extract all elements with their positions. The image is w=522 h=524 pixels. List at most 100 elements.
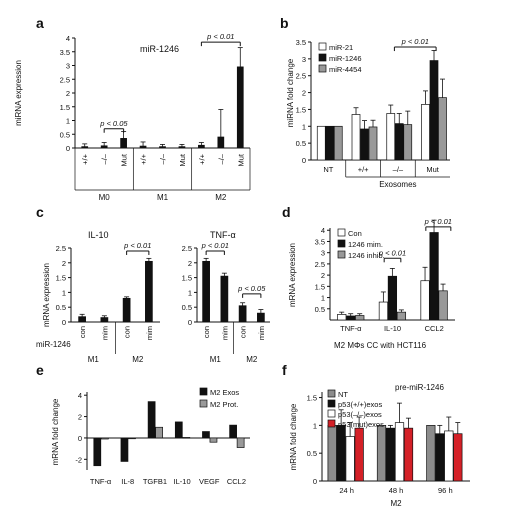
panel-a-title: miR-1246 (140, 44, 179, 54)
panel-f-bar-0 (426, 425, 436, 482)
panel-e-x-tick-label: IL-10 (174, 477, 191, 486)
panel-c-ylabel: mRNA expression (42, 263, 51, 327)
panel-c-il10-y-tick-label: 0.5 (56, 303, 66, 312)
panel-f-legend-2-label: p53(–/–)exos (338, 410, 382, 419)
panel-a-x-tick-label: Mut (236, 153, 245, 166)
panel-f-group-label: M2 (390, 499, 402, 508)
panel-c-il10-y-tick-label: 1 (62, 288, 66, 297)
panel-d-bar-0 (420, 280, 430, 321)
panel-f-x-tick-label: 24 h (339, 486, 354, 495)
panel-f-ylabel: mRNA fold change (289, 403, 298, 470)
panel-a-y-tick-label: 2.5 (60, 75, 70, 84)
panel-c-letter: c (36, 204, 44, 220)
panel-b-y-tick-label: 3.5 (296, 38, 306, 47)
panel-c-tnf-x-tick-label: con (202, 326, 211, 338)
panel-a-x-tick-label: –/– (159, 153, 168, 164)
panel-f-bar-2 (345, 436, 355, 482)
panel-c-il10-bar (78, 316, 86, 323)
panel-c-rowlabel: miR-1246 (36, 340, 71, 349)
panel-a-letter: a (36, 15, 44, 31)
panel-a-bar (159, 146, 166, 149)
panel-e-bar-1 (100, 437, 109, 440)
panel-a-x-tick-label: +/+ (139, 153, 148, 164)
panel-a-x-tick-label: –/– (100, 153, 109, 164)
panel-d-x-tick-label: IL-10 (384, 324, 401, 333)
panel-e-ylabel: mRNA fold change (51, 398, 60, 465)
panel-c-il10-bar (145, 260, 153, 323)
panel-d-y-tick-label: 1 (321, 294, 325, 303)
panel-f-y-tick-label: 1 (313, 421, 317, 430)
panel-b-legend-1-label: miR-1246 (329, 54, 362, 63)
panel-f-y-tick-label: 1.5 (307, 394, 317, 403)
panel-c-tnf-y-tick-label: 2 (188, 259, 192, 268)
panel-b-x-tick-label: Mut (426, 165, 439, 174)
panel-f-letter: f (282, 362, 287, 378)
panel-c-il10-x-tick-label: con (78, 326, 87, 338)
panel-c-tnf-x-tick-label: con (239, 326, 248, 338)
panel-e-x-tick-label: TGFB1 (143, 477, 167, 486)
panel-d-bar-2 (396, 311, 407, 321)
panel-e-bar-1 (182, 437, 191, 439)
panel-a-bar (139, 145, 147, 149)
panel-b-bar-0 (421, 104, 430, 161)
panel-d-bar-0 (378, 301, 389, 321)
panel-f-legend-0-label: NT (338, 390, 348, 399)
panel-a-x-tick-label: Mut (178, 153, 187, 166)
panel-d-y-tick-label: 2 (321, 271, 325, 280)
panel-b-x-tick-label: –/– (393, 165, 404, 174)
panel-f-bar-1 (385, 427, 396, 482)
panel-b-bar-1 (429, 60, 439, 161)
chart-layer: 0 0.5 1 1.5 2 2.5 3 3.5 4 +/+ –/– Mut +/+ –/– Mut +/+ –/… (56, 32, 470, 508)
panel-a-sig2-label: p < 0.01 (206, 32, 234, 41)
panel-b-y-tick-label: 3 (302, 55, 306, 64)
panel-f-legend-3-label: p53(mut)exos (338, 420, 384, 429)
panel-d-legend-1-label: 1246 mim. (348, 240, 383, 249)
panel-a-x-tick-label: Mut (120, 153, 129, 166)
panel-d-legend-2-label: 1246 inhib. (348, 251, 385, 260)
panel-d-y-tick-label: 0.5 (315, 305, 325, 314)
panel-e-bar-1 (236, 437, 245, 448)
panel-d-bar-1 (429, 232, 439, 321)
panel-a-y-tick-label: 0 (66, 144, 70, 153)
panel-a-bar (120, 138, 127, 149)
panel-b-bar-2 (368, 126, 378, 161)
panel-e-y-tick-label: 2 (78, 413, 82, 422)
panel-d-sig1-label: p < 0.01 (378, 248, 406, 257)
panel-a-x-tick-label: +/+ (197, 153, 206, 164)
panel-c-tnf-x-tick-label: mim (220, 326, 229, 340)
panel-f-bar-2 (394, 422, 405, 482)
panel-d-y-tick-label: 3.5 (315, 237, 325, 246)
panel-e-bar-0 (174, 421, 183, 439)
panel-b-y-tick-label: 0.5 (296, 139, 306, 148)
panel-b-y-tick-label: 0 (302, 156, 306, 165)
panel-f-bar-2 (444, 430, 454, 482)
panel-a-sig1-label: p < 0.05 (99, 119, 128, 128)
panel-f-x-tick-label: 48 h (389, 486, 404, 495)
panel-d-bar-1 (346, 315, 356, 321)
panel-e-bar-1 (128, 437, 136, 440)
panel-a-x-tick-label: +/+ (81, 153, 90, 164)
panel-e-x-tick-label: CCL2 (227, 477, 246, 486)
panel-c-il10-group-label: M1 (88, 355, 100, 364)
panel-b-sig-label: p < 0.01 (401, 37, 429, 46)
panel-e-x-tick-label: TNF-α (90, 477, 112, 486)
panel-d-bar-1 (387, 275, 398, 321)
panel-b-bar-0 (386, 113, 396, 161)
panel-c-tnf-bar (220, 275, 229, 323)
panel-c-tnf-group-label: M2 (246, 355, 258, 364)
panel-a-y-tick-label: 2 (66, 89, 70, 98)
panel-f-title: pre-miR-1246 (395, 383, 444, 392)
panel-b-legend-2-swatch (318, 64, 327, 73)
panel-e-y-tick-label: 4 (78, 391, 82, 400)
panel-b-bar-1 (325, 125, 335, 161)
panel-d-bar-2 (438, 290, 448, 321)
panel-c-tnf-bar (238, 305, 247, 323)
panel-c-il10-x-tick-label: mim (100, 326, 109, 340)
panel-b-bar-1 (360, 128, 369, 161)
panel-f-legend-3-swatch (327, 419, 336, 428)
panel-b-x-tick-label: NT (323, 165, 333, 174)
panel-c-il10-bar (100, 317, 109, 323)
panel-d-sig2-label: p < 0.01 (424, 217, 452, 226)
panel-a-y-tick-label: 3 (66, 62, 70, 71)
